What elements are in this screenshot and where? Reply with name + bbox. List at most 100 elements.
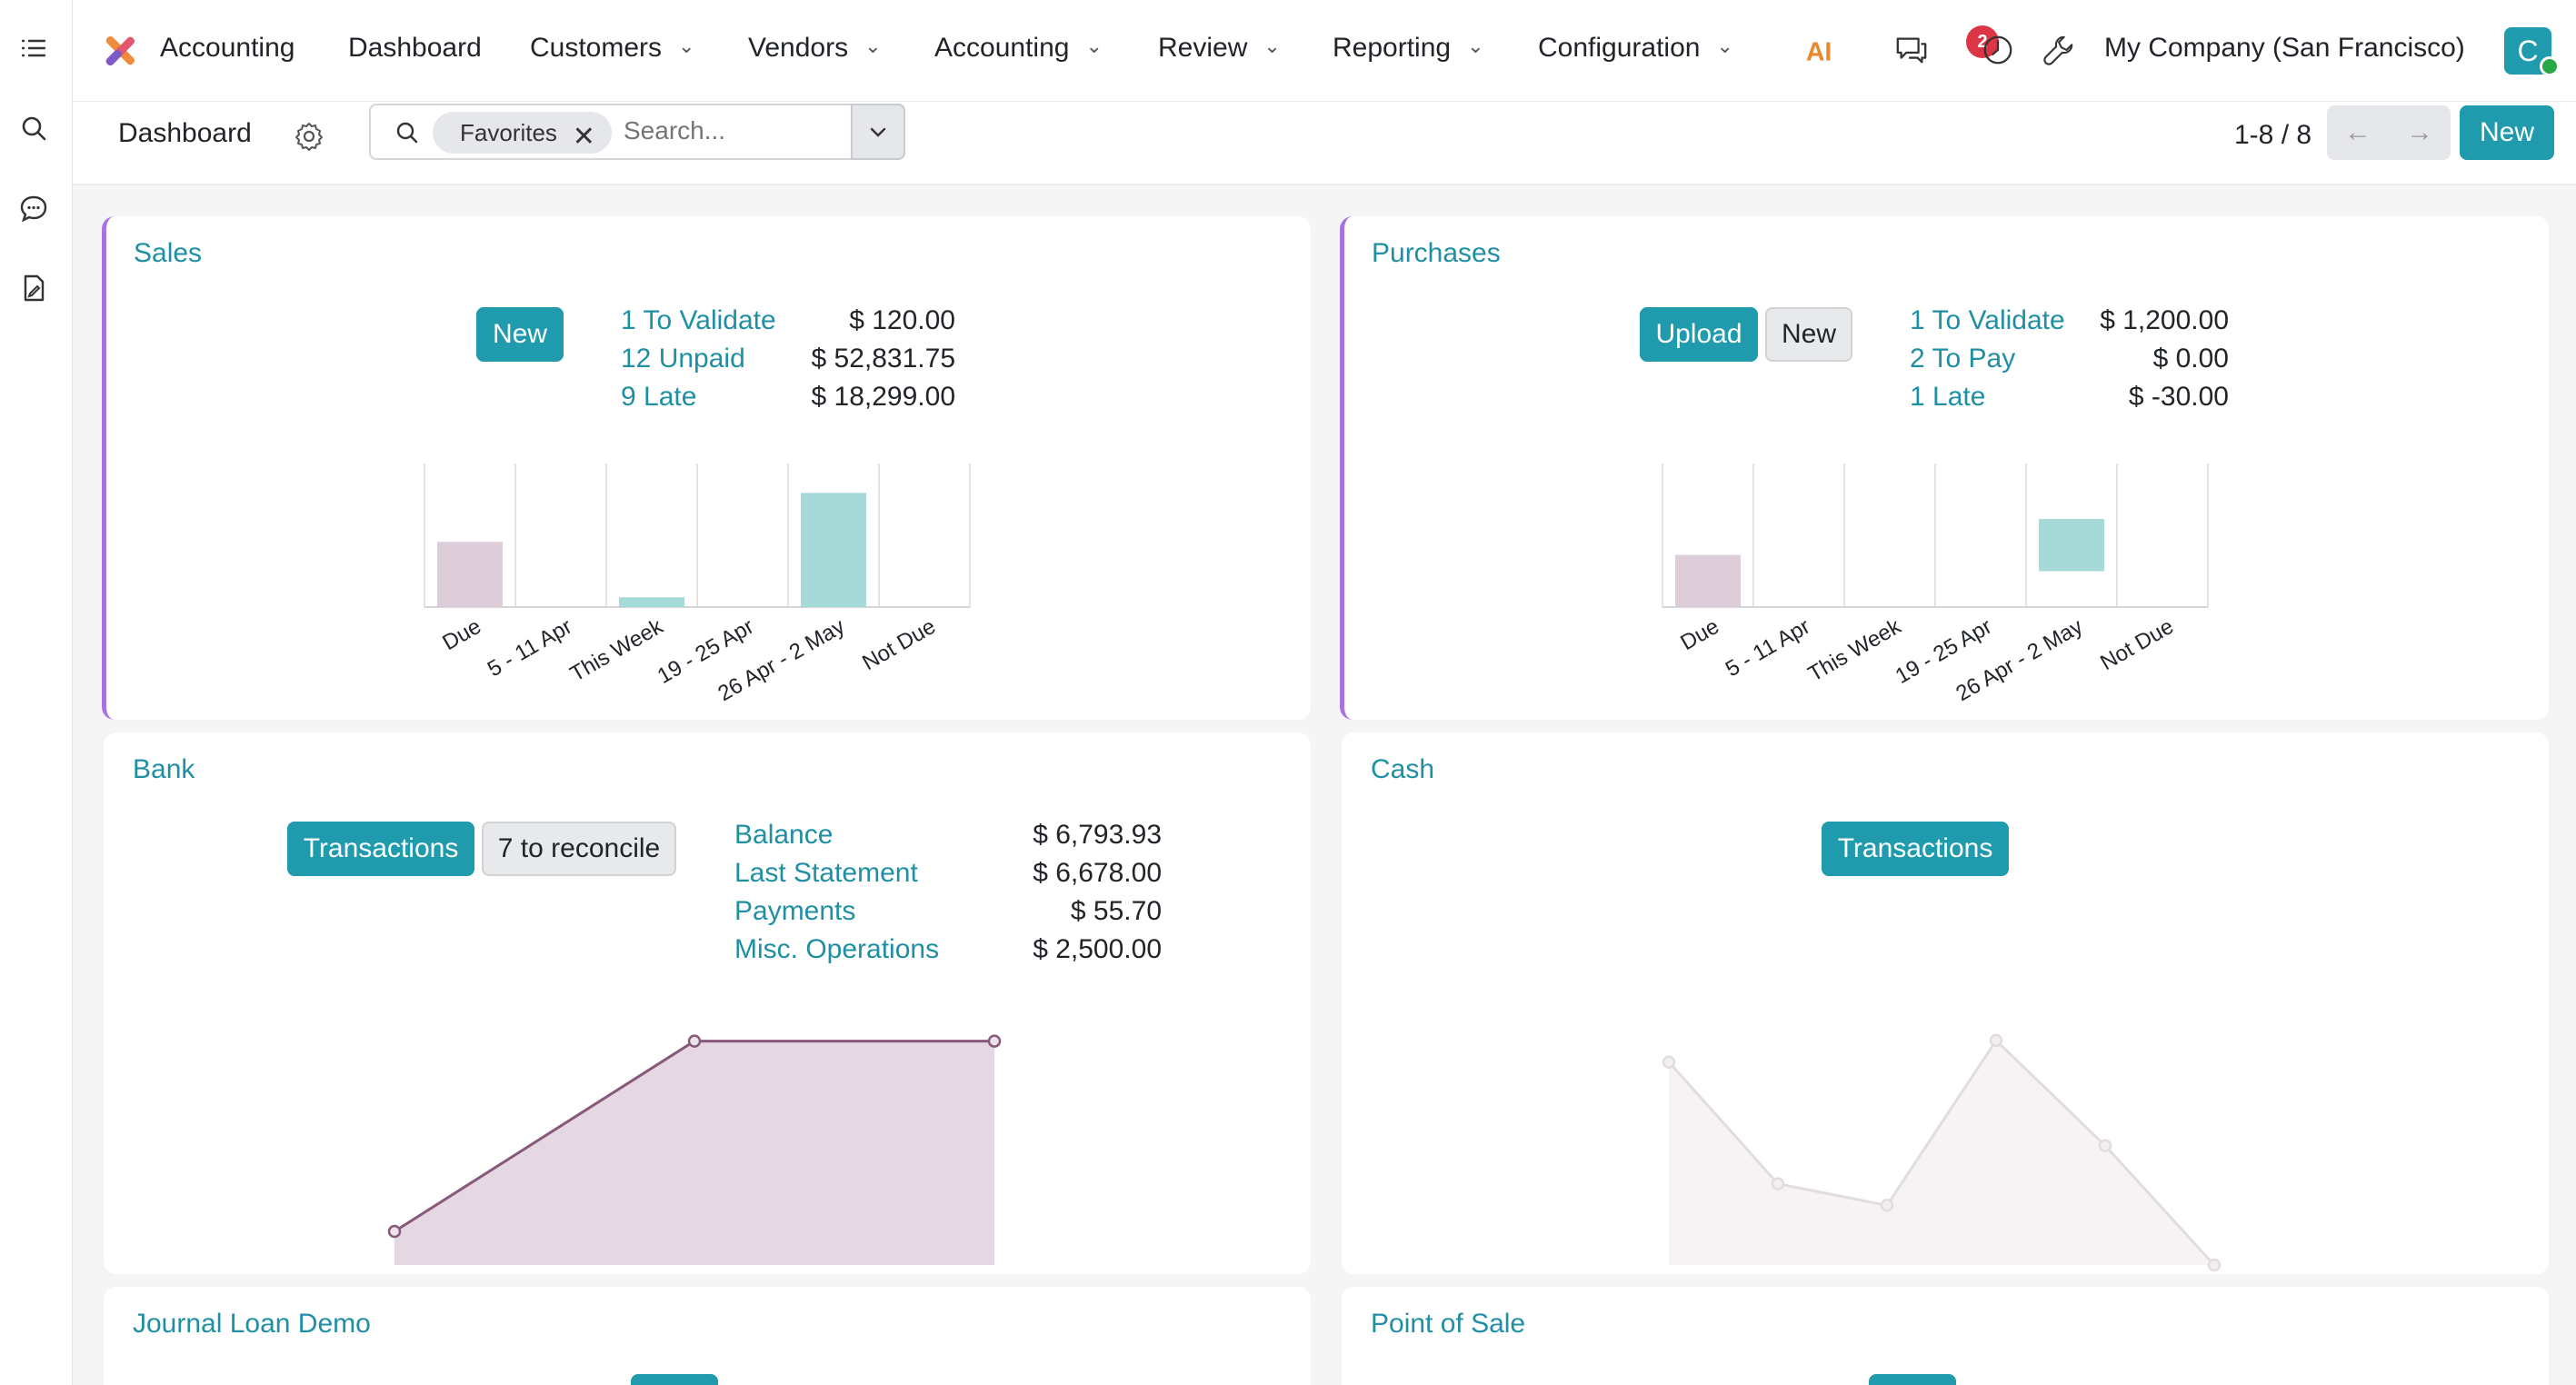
chart-point (1989, 1033, 2003, 1048)
chat-icon[interactable] (18, 193, 49, 224)
card-title[interactable]: Point of Sale (1371, 1309, 1526, 1339)
control-panel: Dashboard Favorites ✕ 1-8 / 8 ← → New (73, 102, 2576, 185)
purchases-stat-label[interactable]: 2 To Pay (1910, 344, 2016, 374)
left-rail (0, 0, 73, 1385)
chart-tick-label: This Week (566, 613, 668, 686)
search-icon[interactable] (18, 113, 49, 144)
menu-label: Customers (530, 33, 663, 63)
cash-card: Cash Transactions (1342, 732, 2549, 1274)
chevron-down-icon: ⌄ (1085, 35, 1103, 57)
bank-area-chart (387, 1034, 1002, 1265)
close-icon[interactable]: ✕ (572, 122, 595, 152)
chart-point (2098, 1139, 2112, 1152)
sales-stat-label[interactable]: 1 To Validate (621, 305, 776, 335)
sales-stat-label[interactable]: 9 Late (621, 382, 697, 412)
chevron-down-icon: ⌄ (1467, 35, 1484, 57)
top-navbar: Accounting Dashboard Customers ⌄ Vendors ⌄… (73, 0, 2576, 102)
chart-bar (2039, 519, 2104, 572)
bank-stat-value: $ 2,500.00 (1033, 934, 1162, 964)
search-options-toggle[interactable] (851, 104, 905, 160)
chevron-down-icon (870, 127, 886, 137)
pager-value[interactable]: 1-8 / 8 (2234, 120, 2312, 150)
menu-dashboard[interactable]: Dashboard (348, 33, 482, 64)
bank-stat-label[interactable]: Balance (734, 820, 834, 850)
accounting-logo-icon[interactable] (100, 31, 140, 71)
ai-icon[interactable]: AI (1798, 27, 1843, 73)
menu-reporting[interactable]: Reporting ⌄ (1333, 33, 1484, 64)
chart-bar (437, 542, 503, 607)
menu-list-icon[interactable] (18, 33, 49, 64)
menu-vendors[interactable]: Vendors ⌄ (748, 33, 882, 64)
chart-tick-label: Due (438, 614, 485, 655)
online-status-dot (2540, 56, 2560, 76)
pos-action-button[interactable] (1869, 1374, 1956, 1385)
purchases-new-button[interactable]: New (1765, 307, 1852, 362)
chart-series-line (1667, 1038, 2216, 1267)
chevron-down-icon: ⌄ (678, 35, 695, 57)
bank-stat-label[interactable]: Misc. Operations (734, 934, 940, 964)
purchases-stat-value: $ 1,200.00 (2100, 305, 2229, 335)
gear-icon[interactable] (291, 118, 327, 154)
facet-label: Favorites (460, 118, 557, 146)
journal-loan-action-button[interactable] (631, 1374, 718, 1385)
chart-point (1880, 1199, 1894, 1212)
pager-previous-button[interactable]: ← (2327, 105, 2389, 160)
bank-stat-label[interactable]: Last Statement (734, 858, 918, 888)
arrow-right-icon: → (2406, 117, 2433, 147)
chart-area-fill (1669, 1040, 2214, 1265)
bank-stat-label[interactable]: Payments (734, 896, 856, 926)
card-title[interactable]: Purchases (1372, 238, 1501, 268)
chart-bar (1675, 554, 1741, 607)
card-title[interactable]: Bank (133, 754, 195, 784)
clock-icon[interactable] (1975, 27, 2021, 73)
bank-reconcile-button[interactable]: 7 to reconcile (482, 822, 676, 876)
sales-stat-value: $ 52,831.75 (811, 344, 955, 374)
card-title[interactable]: Cash (1371, 754, 1435, 784)
card-title[interactable]: Journal Loan Demo (133, 1309, 371, 1339)
chart-point (987, 1034, 1002, 1048)
bank-stat-value: $ 55.70 (1070, 896, 1162, 926)
favorites-facet: Favorites ✕ (433, 112, 612, 154)
messages-icon[interactable] (1889, 27, 1934, 73)
chart-tick-label: 5 - 11 Apr (1722, 614, 1814, 683)
sales-stat-label[interactable]: 12 Unpaid (621, 344, 745, 374)
search-input[interactable] (624, 116, 824, 145)
company-switcher[interactable]: My Company (San Francisco) (2104, 33, 2465, 63)
sales-new-button[interactable]: New (476, 307, 564, 362)
ai-label: AI (1806, 37, 1832, 66)
menu-accounting[interactable]: Accounting ⌄ (934, 33, 1103, 64)
sales-stat-value: $ 120.00 (849, 305, 955, 335)
new-button[interactable]: New (2460, 105, 2554, 160)
chevron-down-icon: ⌄ (1716, 35, 1733, 57)
chevron-down-icon: ⌄ (1263, 35, 1281, 57)
menu-configuration[interactable]: Configuration ⌄ (1538, 33, 1733, 64)
bank-stat-value: $ 6,678.00 (1033, 858, 1162, 888)
purchases-stat-value: $ -30.00 (2128, 382, 2229, 412)
purchases-stat-label[interactable]: 1 Late (1910, 382, 1986, 412)
purchases-stat-label[interactable]: 1 To Validate (1910, 305, 2065, 335)
search-icon (393, 118, 422, 147)
purchases-upload-button[interactable]: Upload (1640, 307, 1758, 362)
menu-customers[interactable]: Customers ⌄ (530, 33, 694, 64)
app-name[interactable]: Accounting (160, 33, 295, 63)
document-icon[interactable] (18, 273, 49, 304)
bank-stat-value: $ 6,793.93 (1033, 820, 1162, 850)
card-title[interactable]: Sales (134, 238, 203, 268)
purchases-stat-value: $ 0.00 (2152, 344, 2229, 374)
chart-tick-label: Due (1676, 614, 1723, 655)
chevron-down-icon: ⌄ (864, 35, 882, 57)
arrow-left-icon: ← (2344, 117, 2371, 147)
cash-transactions-button[interactable]: Transactions (1822, 822, 2009, 876)
sales-card: Sales New 1 To Validate $ 120.00 12 Unpa… (102, 216, 1311, 720)
menu-review[interactable]: Review ⌄ (1158, 33, 1281, 64)
pager-next-button[interactable]: → (2389, 105, 2451, 160)
chart-area-fill (394, 1041, 994, 1265)
wrench-icon[interactable] (2036, 27, 2082, 73)
chart-tick-label: This Week (1804, 613, 1906, 686)
bank-transactions-button[interactable]: Transactions (287, 822, 474, 876)
chart-tick-label: Not Due (2096, 614, 2178, 675)
chart-tick-label: Not Due (858, 614, 940, 675)
chart-tick-label: 5 - 11 Apr (484, 614, 576, 683)
